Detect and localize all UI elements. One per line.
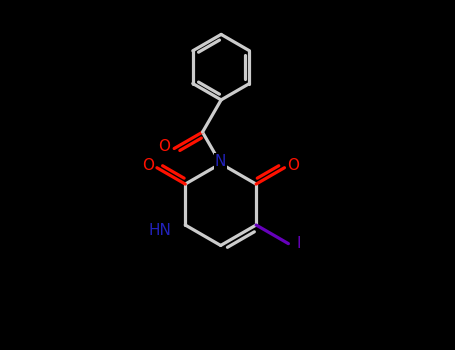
Text: O: O [142,158,154,173]
Text: O: O [158,139,170,154]
Text: N: N [215,154,227,169]
Text: HN: HN [149,223,172,238]
Text: O: O [288,158,299,173]
Text: I: I [297,236,301,251]
